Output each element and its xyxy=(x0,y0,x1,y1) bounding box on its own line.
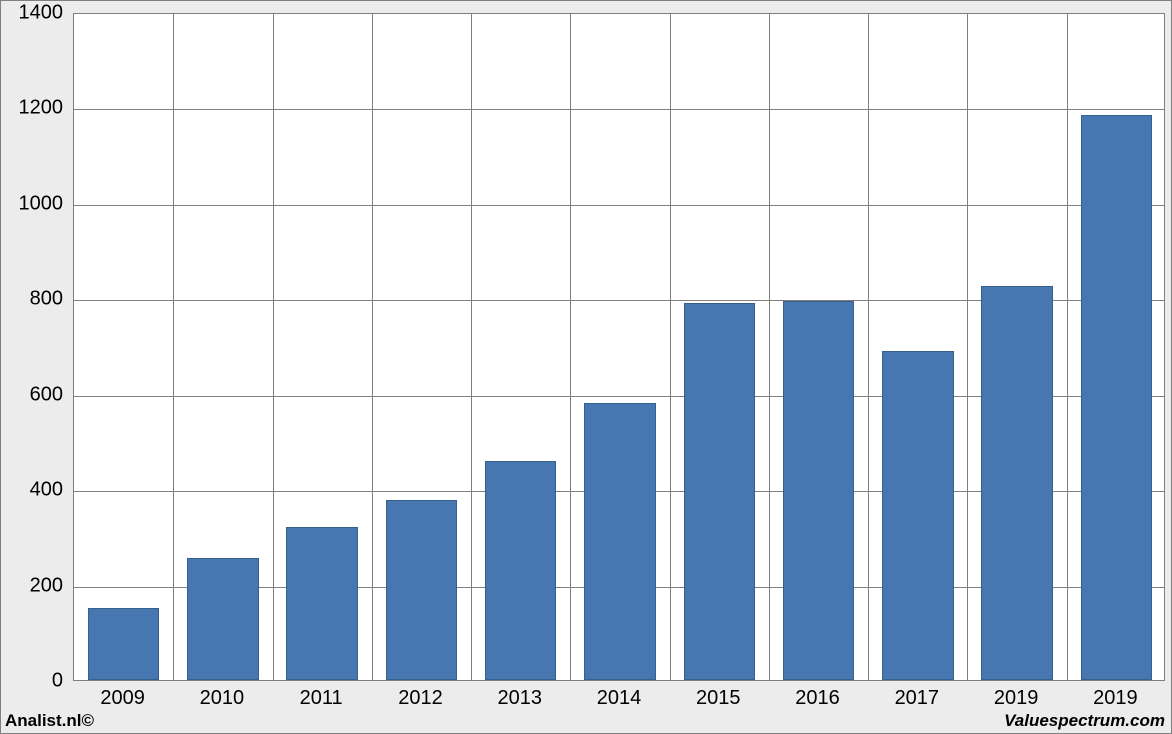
chart-frame: 0 200 400 600 800 1000 1200 1400 2009 2010 2011 20… xyxy=(0,0,1172,734)
y-tick-label: 1000 xyxy=(1,192,63,215)
bar xyxy=(485,461,556,680)
bar xyxy=(684,303,755,680)
bar xyxy=(187,558,258,680)
y-tick-label: 200 xyxy=(1,574,63,597)
footer-left: Analist.nl© xyxy=(5,711,94,731)
y-tick-label: 800 xyxy=(1,288,63,311)
x-tick-label: 2012 xyxy=(398,687,443,710)
x-tick-label: 2014 xyxy=(597,687,642,710)
gridline-vertical xyxy=(868,14,869,680)
x-tick-label: 2019 xyxy=(1093,687,1138,710)
bar xyxy=(584,403,655,680)
bar xyxy=(1081,115,1152,680)
x-tick-label: 2016 xyxy=(795,687,840,710)
x-tick-label: 2011 xyxy=(300,687,343,710)
gridline-vertical xyxy=(967,14,968,680)
x-tick-label: 2017 xyxy=(895,687,940,710)
gridline-vertical xyxy=(570,14,571,680)
gridline-vertical xyxy=(1067,14,1068,680)
x-tick-label: 2010 xyxy=(200,687,245,710)
x-tick-label: 2013 xyxy=(497,687,542,710)
y-tick-label: 0 xyxy=(1,670,63,693)
plot-area xyxy=(73,13,1165,681)
gridline-vertical xyxy=(670,14,671,680)
x-tick-label: 2015 xyxy=(696,687,741,710)
bar xyxy=(88,608,159,680)
gridline-vertical xyxy=(769,14,770,680)
gridline-horizontal xyxy=(74,109,1164,110)
y-tick-label: 1200 xyxy=(1,97,63,120)
bar xyxy=(882,351,953,680)
y-tick-label: 600 xyxy=(1,383,63,406)
y-tick-label: 1400 xyxy=(1,2,63,25)
bar xyxy=(286,527,357,680)
bar xyxy=(783,301,854,680)
gridline-vertical xyxy=(372,14,373,680)
x-tick-label: 2019 xyxy=(994,687,1039,710)
y-tick-label: 400 xyxy=(1,479,63,502)
bar xyxy=(386,500,457,680)
gridline-vertical xyxy=(173,14,174,680)
gridline-vertical xyxy=(273,14,274,680)
footer-right: Valuespectrum.com xyxy=(1004,711,1165,731)
gridline-horizontal xyxy=(74,205,1164,206)
bar xyxy=(981,286,1052,680)
x-tick-label: 2009 xyxy=(100,687,145,710)
gridline-vertical xyxy=(471,14,472,680)
